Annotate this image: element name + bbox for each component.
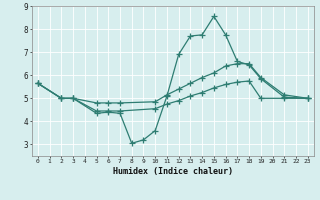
X-axis label: Humidex (Indice chaleur): Humidex (Indice chaleur)	[113, 167, 233, 176]
